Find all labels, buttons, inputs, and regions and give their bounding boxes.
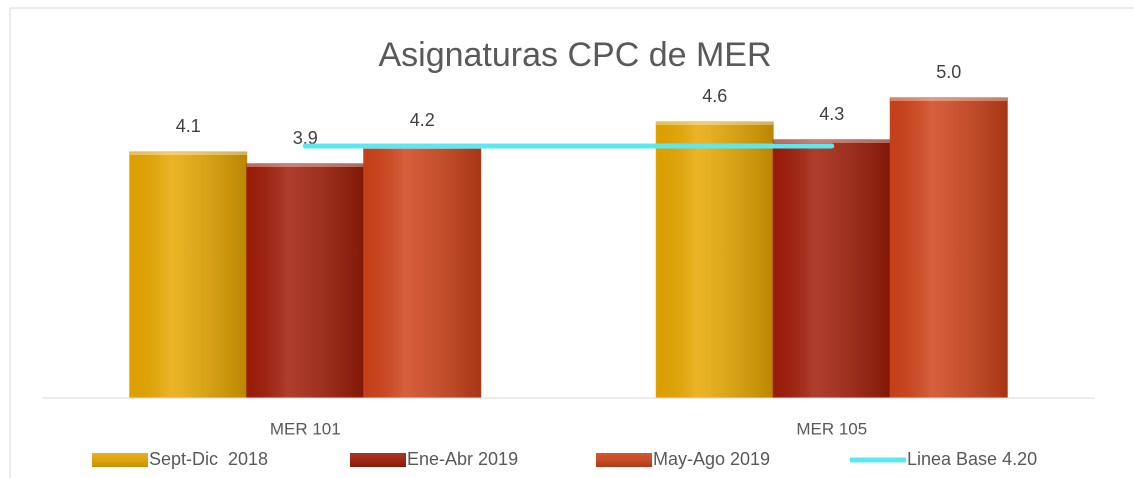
- legend-swatch-shade: [92, 453, 148, 467]
- chart-border: [9, 7, 1134, 478]
- data-label: 4.1: [176, 116, 201, 136]
- bar-shade: [773, 140, 891, 398]
- bar-top: [246, 164, 364, 167]
- legend-swatch-shade: [350, 453, 406, 467]
- data-label: 5.0: [936, 62, 961, 82]
- bar-top: [890, 98, 1008, 101]
- bar-shade: [129, 152, 247, 398]
- bar-shade: [246, 164, 364, 398]
- legend-label: May-Ago 2019: [653, 449, 770, 469]
- data-label: 4.6: [702, 86, 727, 106]
- bar-shade: [656, 122, 774, 398]
- legend-swatch-shade: [596, 453, 652, 467]
- legend-label: Sept-Dic 2018: [149, 449, 268, 469]
- data-label: 4.3: [819, 104, 844, 124]
- bar-shade: [363, 146, 481, 398]
- bar-shade: [890, 98, 1008, 398]
- legend-label: Ene-Abr 2019: [407, 449, 518, 469]
- legend-label: Linea Base 4.20: [907, 449, 1037, 469]
- bar-top: [773, 140, 891, 143]
- bar-top: [656, 122, 774, 125]
- x-tick-label: MER 105: [796, 419, 867, 438]
- chart-title: Asignaturas CPC de MER: [378, 36, 771, 74]
- data-label: 4.2: [410, 110, 435, 130]
- bar-top: [129, 152, 247, 155]
- x-tick-label: MER 101: [270, 419, 341, 438]
- data-label: 3.9: [293, 128, 318, 148]
